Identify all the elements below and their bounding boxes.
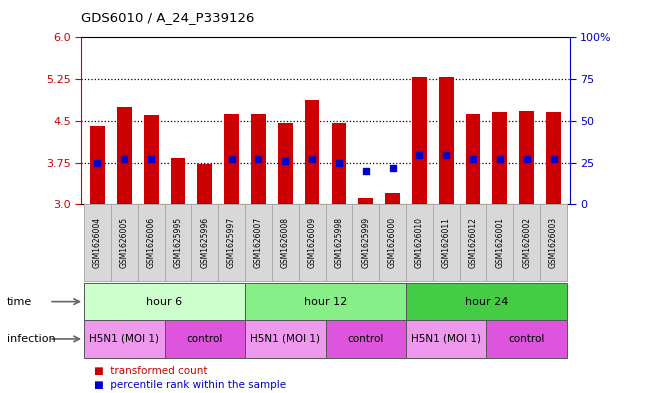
Bar	[513, 204, 540, 281]
Bar	[111, 204, 138, 281]
Bar	[326, 320, 406, 358]
Bar	[406, 320, 486, 358]
Text: GSM1626005: GSM1626005	[120, 217, 129, 268]
Bar	[305, 100, 320, 204]
Bar	[460, 204, 486, 281]
Bar	[465, 114, 480, 204]
Bar	[245, 320, 326, 358]
Text: H5N1 (MOI 1): H5N1 (MOI 1)	[250, 334, 320, 344]
Text: GSM1626010: GSM1626010	[415, 217, 424, 268]
Text: hour 6: hour 6	[146, 297, 182, 307]
Text: GSM1626012: GSM1626012	[469, 217, 478, 268]
Bar	[165, 320, 245, 358]
Text: GSM1626009: GSM1626009	[307, 217, 316, 268]
Bar	[331, 123, 346, 204]
Text: hour 24: hour 24	[465, 297, 508, 307]
Bar	[218, 204, 245, 281]
Text: GSM1626000: GSM1626000	[388, 217, 397, 268]
Bar	[84, 204, 111, 281]
Bar	[191, 204, 218, 281]
Bar	[245, 283, 406, 320]
Bar	[519, 111, 534, 204]
Bar	[245, 204, 272, 281]
Text: ■  percentile rank within the sample: ■ percentile rank within the sample	[94, 380, 286, 390]
Text: GSM1626001: GSM1626001	[495, 217, 505, 268]
Bar	[144, 115, 158, 204]
Bar	[171, 158, 186, 204]
Bar	[272, 204, 299, 281]
Bar	[278, 123, 293, 204]
Text: GSM1626006: GSM1626006	[146, 217, 156, 268]
Bar	[326, 204, 352, 281]
Bar	[138, 204, 165, 281]
Bar	[224, 114, 239, 204]
Text: GSM1625999: GSM1625999	[361, 217, 370, 268]
Text: GSM1625998: GSM1625998	[335, 217, 344, 268]
Bar	[486, 320, 567, 358]
Bar	[493, 112, 507, 204]
Bar	[84, 283, 245, 320]
Text: infection: infection	[7, 334, 55, 344]
Bar	[406, 204, 433, 281]
Bar	[117, 107, 132, 204]
Bar	[385, 193, 400, 204]
Text: hour 12: hour 12	[304, 297, 347, 307]
Bar	[439, 77, 454, 204]
Text: GSM1625995: GSM1625995	[173, 217, 182, 268]
Bar	[546, 112, 561, 204]
Bar	[486, 204, 513, 281]
Text: GDS6010 / A_24_P339126: GDS6010 / A_24_P339126	[81, 11, 255, 24]
Text: H5N1 (MOI 1): H5N1 (MOI 1)	[89, 334, 159, 344]
Text: GSM1626003: GSM1626003	[549, 217, 558, 268]
Text: GSM1626004: GSM1626004	[93, 217, 102, 268]
Text: H5N1 (MOI 1): H5N1 (MOI 1)	[411, 334, 481, 344]
Text: control: control	[187, 334, 223, 344]
Bar	[406, 283, 567, 320]
Text: ■  transformed count: ■ transformed count	[94, 366, 208, 376]
Bar	[379, 204, 406, 281]
Bar	[90, 127, 105, 204]
Text: GSM1626007: GSM1626007	[254, 217, 263, 268]
Bar	[540, 204, 567, 281]
Text: time: time	[7, 297, 32, 307]
Bar	[358, 198, 373, 204]
Bar	[84, 320, 165, 358]
Text: GSM1626002: GSM1626002	[522, 217, 531, 268]
Bar	[165, 204, 191, 281]
Text: GSM1625997: GSM1625997	[227, 217, 236, 268]
Bar	[433, 204, 460, 281]
Text: control: control	[348, 334, 384, 344]
Bar	[197, 164, 212, 204]
Text: GSM1625996: GSM1625996	[201, 217, 209, 268]
Bar	[352, 204, 379, 281]
Bar	[412, 77, 427, 204]
Text: control: control	[508, 334, 545, 344]
Text: GSM1626008: GSM1626008	[281, 217, 290, 268]
Bar	[251, 114, 266, 204]
Bar	[299, 204, 326, 281]
Text: GSM1626011: GSM1626011	[442, 217, 450, 268]
